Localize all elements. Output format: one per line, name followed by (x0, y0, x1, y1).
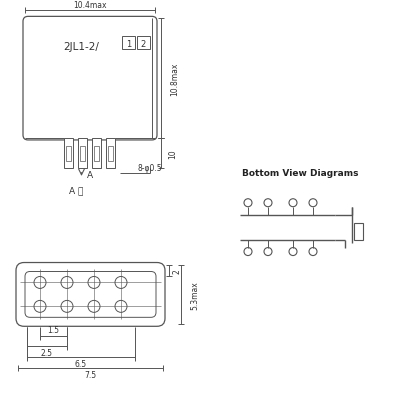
Bar (78, 139, 87, 169)
FancyBboxPatch shape (16, 263, 165, 327)
Text: 10.4max: 10.4max (73, 1, 107, 10)
FancyBboxPatch shape (23, 17, 157, 140)
Text: 2JL1-2/: 2JL1-2/ (63, 42, 99, 52)
Text: 10: 10 (169, 149, 177, 158)
Text: 8-φ0.5: 8-φ0.5 (138, 164, 162, 173)
Text: 5.3max: 5.3max (190, 280, 199, 309)
Text: 1.5: 1.5 (47, 325, 60, 334)
Bar (80, 147, 85, 161)
Bar (108, 147, 113, 161)
Bar (94, 147, 99, 161)
Bar (64, 139, 73, 169)
FancyBboxPatch shape (25, 272, 156, 318)
Text: 2: 2 (173, 268, 181, 273)
Text: 1: 1 (126, 40, 131, 49)
Bar (354, 223, 363, 240)
Bar (92, 139, 101, 169)
Text: Bottom View Diagrams: Bottom View Diagrams (242, 169, 358, 178)
Text: 2.5: 2.5 (41, 348, 53, 357)
Bar (122, 37, 135, 50)
Text: 10.8max: 10.8max (171, 62, 179, 95)
Bar (106, 139, 115, 169)
Text: A: A (87, 171, 92, 180)
Bar (137, 37, 150, 50)
Bar (66, 147, 71, 161)
Text: 6.5: 6.5 (74, 359, 87, 368)
Text: A 向: A 向 (69, 186, 84, 195)
Text: 2: 2 (141, 40, 146, 49)
Text: 7.5: 7.5 (85, 370, 96, 379)
